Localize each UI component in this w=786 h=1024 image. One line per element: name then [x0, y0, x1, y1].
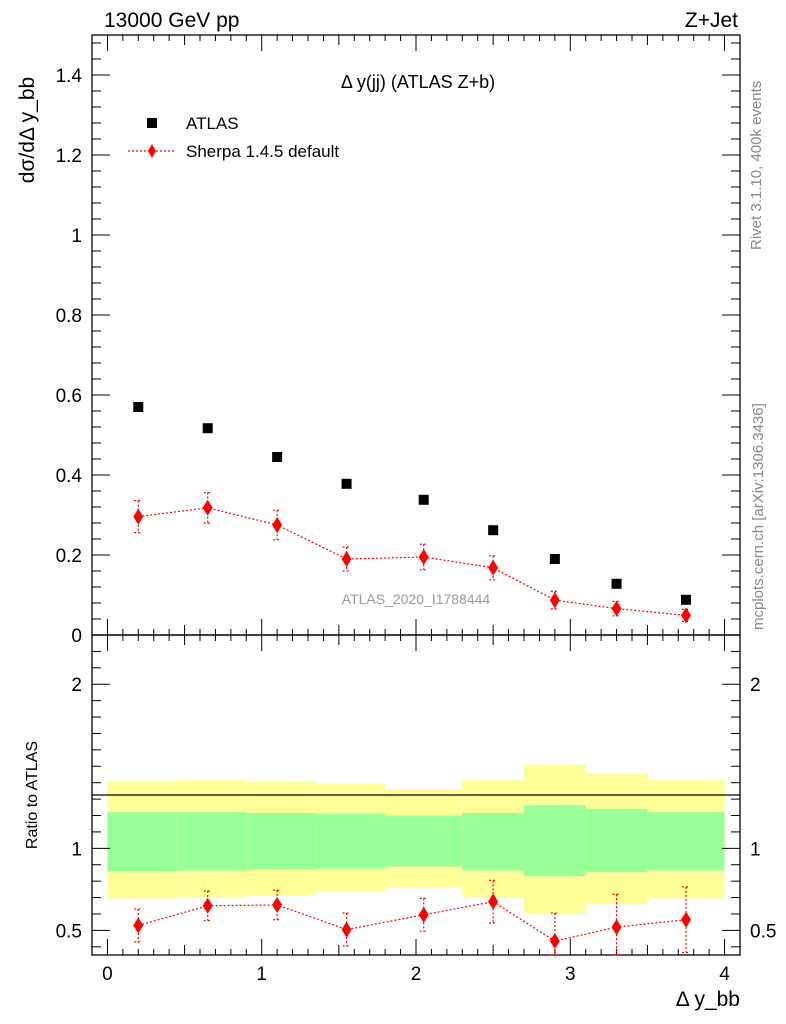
atlas-point [133, 402, 144, 412]
sherpa-point [611, 600, 622, 617]
atlas-point [202, 423, 213, 434]
data-marks [133, 402, 691, 956]
ratio-point [488, 893, 499, 910]
ratio-band-inner [524, 805, 586, 877]
atlas-point [681, 594, 691, 605]
ratio-point [272, 896, 283, 913]
y-tick-label: 0.2 [56, 546, 82, 567]
rivet-version-label: Rivet 3.1.10, 400k events [748, 81, 765, 250]
ratio-band-inner [647, 812, 725, 871]
x-tick-label: 1 [256, 964, 267, 985]
ratio-tick-label: 2 [71, 675, 82, 696]
mcplots-label: mcplots.cern.ch [arXiv:1306.3436] [750, 403, 767, 630]
sherpa-point [488, 559, 499, 576]
x-tick-label: 0 [102, 964, 113, 985]
legend-sherpa-label: Sherpa 1.4.5 default [186, 142, 339, 161]
ratio-band-inner [385, 815, 463, 867]
x-tick-label: 3 [565, 964, 576, 985]
sherpa-point [202, 499, 213, 516]
legend-atlas-marker [147, 118, 157, 128]
ratio-point [202, 897, 213, 914]
atlas-point [418, 494, 429, 505]
ratio-tick-label-right: 0.5 [750, 921, 776, 942]
ratio-tick-label-right: 2 [750, 675, 761, 696]
atlas-point [611, 578, 622, 589]
ratio-band-inner [315, 813, 386, 869]
y-tick-label: 0.4 [56, 466, 83, 487]
sherpa-point [549, 592, 560, 609]
ratio-point [341, 921, 352, 938]
ratio-band-inner [107, 812, 177, 872]
x-axis-label: Δ y_bb [676, 988, 740, 1011]
x-tick-label: 2 [411, 964, 422, 985]
sherpa-point [133, 508, 144, 525]
ratio-point [549, 933, 560, 950]
y-tick-label: 0 [71, 626, 82, 647]
ratio-y-axis-label: Ratio to ATLAS [24, 741, 41, 849]
ratio-band-inner [176, 812, 247, 871]
y-tick-label: 0.8 [56, 306, 82, 327]
ratio-tick-label-right: 1 [750, 839, 761, 860]
atlas-point [341, 478, 352, 489]
y-tick-label: 1.2 [56, 146, 82, 167]
atlas-point [549, 554, 560, 564]
header-process-label: Z+Jet [685, 9, 738, 32]
legend-atlas-label: ATLAS [186, 114, 239, 133]
ratio-point [681, 911, 691, 928]
axis-ticks [92, 35, 740, 955]
sherpa-point [418, 549, 429, 565]
ratio-line [138, 901, 687, 942]
ratio-tick-label: 1 [71, 839, 82, 860]
y-tick-label: 0.6 [56, 386, 82, 407]
header-energy-label: 13000 GeV pp [104, 9, 239, 32]
y-tick-label: 1.4 [56, 66, 83, 87]
atlas-point [488, 525, 499, 536]
ratio-uncertainty-bands [107, 764, 725, 914]
sherpa-line [138, 507, 687, 616]
sherpa-point [341, 551, 352, 567]
sherpa-point [272, 517, 283, 533]
ratio-point [133, 917, 144, 934]
ratio-tick-label: 0.5 [56, 921, 82, 942]
ratio-band-inner [585, 808, 648, 873]
analysis-label: ATLAS_2020_I1788444 [342, 591, 491, 607]
ratio-point [418, 906, 429, 923]
legend-sherpa-marker [148, 144, 156, 158]
y-tick-label: 1 [71, 226, 82, 247]
ratio-band-inner [246, 813, 316, 870]
ratio-band-inner [462, 813, 524, 871]
atlas-point [272, 452, 283, 462]
ratio-point [611, 919, 622, 936]
plot-title: Δ y(jj) (ATLAS Z+b) [341, 72, 495, 92]
x-tick-label: 4 [719, 964, 730, 985]
y-axis-label: dσ/dΔ y_bb [16, 77, 39, 183]
sherpa-point [681, 607, 691, 624]
axis-tick-labels: 0 1 2 3 4 0 0.2 0.4 0.6 0.8 1 1.2 1.4 0.5 0.5 1 1 2 2 [56, 66, 777, 985]
